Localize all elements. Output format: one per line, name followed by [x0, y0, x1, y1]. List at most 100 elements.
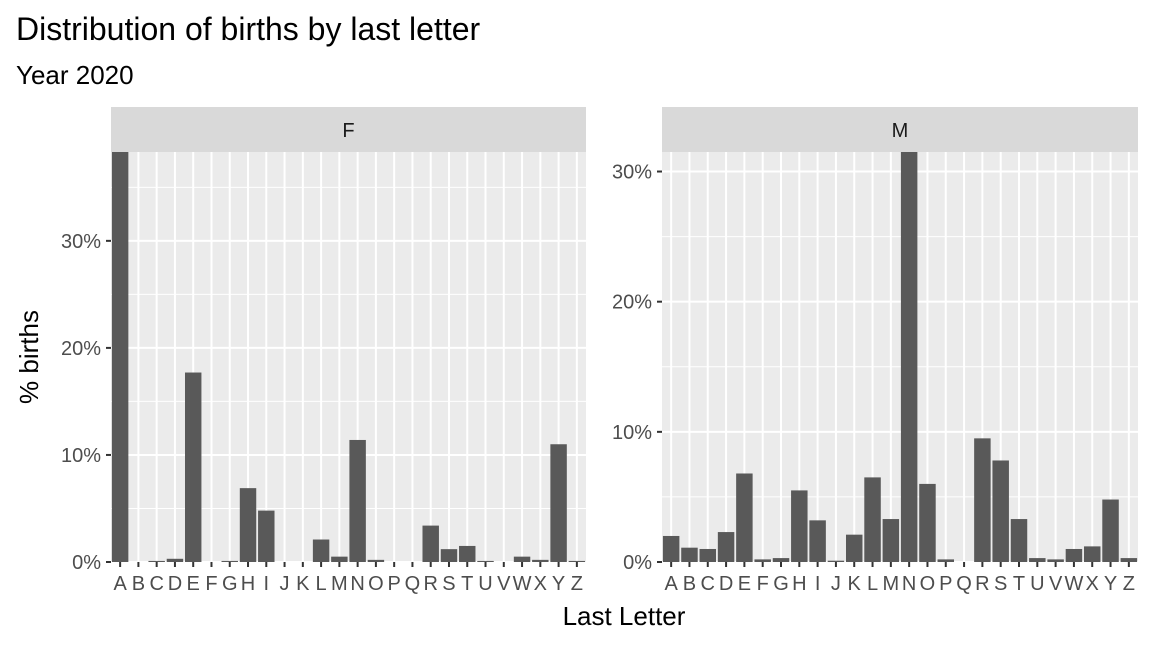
bar-f-y	[550, 444, 567, 562]
bar-m-r	[974, 438, 991, 562]
x-tick-label: N	[902, 573, 916, 595]
x-tick-label: S	[442, 573, 455, 595]
x-tick-label: G	[773, 573, 789, 595]
x-tick-label: W	[1064, 573, 1083, 595]
x-tick-label: Z	[571, 573, 583, 595]
bar-f-n	[349, 439, 366, 562]
bar-f-a	[111, 152, 129, 562]
bar-m-j	[827, 560, 845, 562]
bar-m-w	[1065, 548, 1083, 562]
y-tick-label: 20%	[612, 292, 652, 314]
bar-m-f	[754, 559, 771, 562]
bar-m-x	[1083, 546, 1101, 562]
facet-panel-m: M0%10%20%30%A B C D E F G H I J K L M N O P Q R S T U V W X Y Z	[612, 107, 1138, 595]
bar-f-o	[367, 559, 385, 562]
x-tick-label: B	[683, 573, 696, 595]
bar-m-p	[937, 559, 955, 562]
x-tick-label: H	[792, 573, 806, 595]
y-tick-label: 30%	[61, 231, 101, 253]
y-tick-label: 0%	[623, 552, 652, 574]
x-tick-label: S	[994, 573, 1007, 595]
x-tick-label: U	[478, 573, 492, 595]
x-tick-label: Q	[956, 573, 972, 595]
bar-m-h	[791, 490, 808, 562]
bar-m-m	[882, 519, 900, 562]
x-tick-label: I	[264, 573, 270, 595]
facet-panel-f: F0%10%20%30%A B C D E F G H I J K L M N O P Q R S T U V W X Y Z	[61, 107, 586, 595]
bar-m-e	[736, 473, 753, 562]
bar-f-c	[148, 560, 165, 562]
x-tick-label: P	[939, 573, 952, 595]
facet-strip	[662, 107, 1138, 152]
bar-f-l	[312, 539, 330, 562]
x-tick-label: G	[222, 573, 238, 595]
bar-m-c	[699, 548, 717, 562]
y-tick-label: 10%	[61, 445, 101, 467]
x-tick-label: B	[132, 573, 145, 595]
bar-m-u	[1029, 558, 1046, 562]
x-tick-label: U	[1030, 573, 1044, 595]
bar-m-z	[1120, 558, 1138, 562]
x-tick-label: A	[664, 573, 678, 595]
bar-f-r	[422, 525, 439, 562]
bar-m-a	[662, 535, 680, 562]
y-tick-label: 10%	[612, 422, 652, 444]
bar-m-t	[1010, 519, 1028, 562]
x-tick-label: C	[149, 573, 163, 595]
x-tick-label: V	[1049, 573, 1063, 595]
x-tick-label: J	[831, 573, 841, 595]
y-axis-title: % births	[14, 310, 44, 404]
y-tick-label: 20%	[61, 338, 101, 360]
bar-f-m	[331, 556, 348, 562]
bar-f-s	[440, 549, 458, 562]
x-tick-label: Y	[552, 573, 565, 595]
bar-m-b	[681, 547, 698, 562]
x-tick-label: O	[368, 573, 384, 595]
bar-m-k	[845, 534, 863, 562]
bar-m-v	[1047, 559, 1064, 562]
x-tick-label: P	[388, 573, 401, 595]
facet-strip-label: F	[342, 120, 354, 142]
y-tick-label: 30%	[612, 162, 652, 184]
x-tick-label: W	[513, 573, 532, 595]
panel-background	[111, 152, 586, 562]
x-tick-label: L	[867, 573, 878, 595]
chart-subtitle: Year 2020	[16, 60, 134, 90]
x-tick-label: F	[205, 573, 217, 595]
bar-f-z	[568, 560, 586, 562]
x-tick-label: R	[423, 573, 437, 595]
x-tick-label: C	[701, 573, 715, 595]
x-tick-label: X	[534, 573, 547, 595]
x-axis-title: Last Letter	[563, 601, 686, 631]
x-tick-label: F	[757, 573, 769, 595]
bar-f-t	[459, 545, 476, 562]
bar-f-g	[221, 560, 238, 562]
panel-background	[662, 152, 1138, 562]
x-tick-label: X	[1086, 573, 1099, 595]
x-tick-label: K	[848, 573, 862, 595]
bar-f-w	[513, 556, 531, 562]
x-tick-label: K	[296, 573, 310, 595]
x-tick-label: D	[168, 573, 182, 595]
bar-f-h	[239, 488, 257, 562]
x-tick-label: T	[1013, 573, 1025, 595]
bar-m-g	[772, 558, 790, 562]
x-tick-label: A	[113, 573, 127, 595]
bar-m-o	[919, 483, 936, 562]
x-tick-label: R	[975, 573, 989, 595]
x-tick-label: D	[719, 573, 733, 595]
x-tick-label: T	[461, 573, 473, 595]
facet-strip-label: M	[892, 120, 909, 142]
x-tick-label: V	[497, 573, 511, 595]
y-tick-label: 0%	[72, 552, 101, 574]
chart-title: Distribution of births by last letter	[16, 11, 481, 47]
bar-m-n	[900, 152, 918, 562]
x-tick-label: E	[187, 573, 200, 595]
x-tick-label: Z	[1123, 573, 1135, 595]
x-tick-label: O	[920, 573, 936, 595]
bar-m-l	[864, 477, 881, 562]
bar-f-d	[166, 558, 184, 562]
facet-strip	[111, 107, 586, 152]
x-tick-label: L	[316, 573, 327, 595]
